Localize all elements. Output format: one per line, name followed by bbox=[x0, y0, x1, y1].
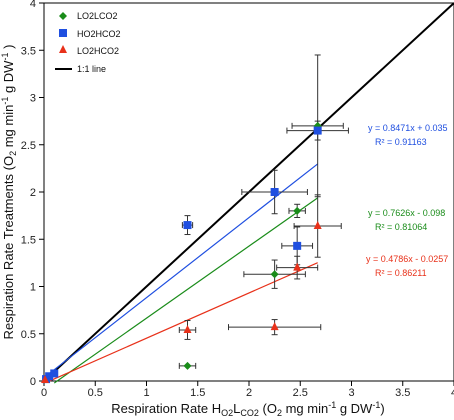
equation-ho2hco2: y = 0.8471x + 0.035 bbox=[368, 123, 448, 133]
y-axis-title-end: ) bbox=[1, 45, 16, 53]
x-axis-title-sup1: -1 bbox=[328, 400, 336, 410]
y-axis-title-mid2: g DW bbox=[1, 60, 16, 97]
data-point-ho2hco2 bbox=[45, 372, 54, 381]
y-axis-title-sub1: 2 bbox=[8, 151, 18, 156]
data-point-lo2hco2 bbox=[270, 322, 279, 331]
y-axis-title-sup2: -1 bbox=[0, 53, 10, 61]
legend-label-1to1-line: 1:1 line bbox=[77, 64, 106, 74]
y-axis-title-mid: mg min bbox=[1, 105, 16, 151]
x-tick-label: 3.5 bbox=[395, 387, 410, 399]
x-tick-label: 0 bbox=[41, 387, 47, 399]
equation-lo2lco2: y = 0.7626x - 0.098 bbox=[368, 208, 445, 218]
legend-label-lo2hco2: LO2HCO2 bbox=[77, 46, 119, 56]
x-tick-label: 1 bbox=[143, 387, 149, 399]
y-tick-label: 4 bbox=[30, 0, 36, 10]
x-axis-title-mid: L bbox=[233, 401, 240, 416]
legend-label-ho2hco2: HO2HCO2 bbox=[77, 29, 121, 39]
y-axis-title-prefix: Respiration Rate Treatments (O bbox=[1, 156, 16, 340]
y-axis-title-sup1: -1 bbox=[0, 97, 10, 105]
legend: LO2LCO2 HO2HCO2 LO2HCO2 1:1 line bbox=[55, 11, 121, 74]
x-tick-label: 3 bbox=[348, 387, 354, 399]
x-tick-label: 0.5 bbox=[88, 387, 103, 399]
data-point-lo2lco2 bbox=[183, 361, 192, 370]
x-axis-title-sub2: CO2 bbox=[240, 408, 259, 418]
data-point-lo2hco2 bbox=[183, 324, 192, 333]
data-point-lo2hco2 bbox=[41, 375, 50, 384]
r2-lo2lco2: R² = 0.81064 bbox=[375, 222, 427, 232]
x-axis-title: Respiration Rate HO2LCO2 (O2 mg min-1 g … bbox=[111, 400, 384, 418]
x-tick-label: 2.5 bbox=[293, 387, 308, 399]
x-axis-title-suffix2: g DW bbox=[336, 401, 373, 416]
x-axis-title-sub1: O2 bbox=[221, 408, 233, 418]
legend-marker-ho2hco2 bbox=[59, 29, 67, 37]
x-tick-label: 2 bbox=[246, 387, 252, 399]
y-tick-label: 1.5 bbox=[21, 234, 36, 246]
y-axis-title: Respiration Rate Treatments (O2 mg min-1… bbox=[0, 45, 18, 340]
r2-lo2hco2: R² = 0.86211 bbox=[375, 268, 427, 278]
x-tick-label: 4 bbox=[451, 387, 454, 399]
data-point-lo2lco2 bbox=[313, 121, 322, 130]
y-tick-label: 3 bbox=[30, 93, 36, 105]
y-tick-label: 2 bbox=[30, 187, 36, 199]
y-tick-label: 0 bbox=[30, 376, 36, 388]
equation-lo2hco2: y = 0.4786x - 0.0257 bbox=[366, 254, 448, 264]
x-tick-label: 1.5 bbox=[190, 387, 205, 399]
y-tick-label: 1 bbox=[30, 282, 36, 294]
y-axis-ticks: 0 0.5 1 1.5 2 2.5 3 3.5 4 bbox=[21, 0, 44, 388]
data-point-lo2hco2 bbox=[313, 221, 322, 230]
legend-marker-lo2lco2 bbox=[59, 12, 67, 20]
trendlines-group bbox=[43, 163, 319, 384]
data-points-group bbox=[41, 121, 322, 384]
x-axis-title-prefix: Respiration Rate H bbox=[111, 401, 221, 416]
trendline-lo2lco2 bbox=[53, 197, 319, 384]
trendline-lo2hco2 bbox=[48, 262, 318, 382]
x-axis-title-end: ) bbox=[380, 401, 384, 416]
legend-marker-lo2hco2 bbox=[59, 45, 67, 53]
data-point-ho2hco2 bbox=[270, 188, 279, 196]
trendline-annotations: y = 0.8471x + 0.035 R² = 0.91163 y = 0.7… bbox=[366, 123, 448, 278]
data-point-lo2lco2 bbox=[293, 206, 302, 215]
data-point-ho2hco2 bbox=[50, 369, 59, 378]
data-point-ho2hco2 bbox=[313, 126, 322, 135]
legend-label-lo2lco2: LO2LCO2 bbox=[77, 11, 118, 21]
trendline-ho2hco2 bbox=[43, 163, 319, 379]
x-axis-title-mid2: (O bbox=[259, 401, 277, 416]
y-tick-label: 0.5 bbox=[21, 329, 36, 341]
r2-ho2hco2: R² = 0.91163 bbox=[375, 137, 427, 147]
data-point-lo2hco2 bbox=[293, 262, 302, 271]
data-point-ho2hco2 bbox=[293, 241, 302, 250]
x-axis-ticks: 0 0.5 1 1.5 2 2.5 3 3.5 4 bbox=[41, 381, 454, 399]
x-axis-title-sup2: -1 bbox=[372, 400, 380, 410]
y-tick-label: 3.5 bbox=[21, 45, 36, 57]
x-axis-title-suffix: mg min bbox=[282, 401, 328, 416]
x-axis-title-sub3: 2 bbox=[277, 408, 282, 418]
y-tick-label: 2.5 bbox=[21, 140, 36, 152]
data-point-ho2hco2 bbox=[183, 221, 192, 230]
data-point-lo2lco2 bbox=[270, 270, 279, 279]
